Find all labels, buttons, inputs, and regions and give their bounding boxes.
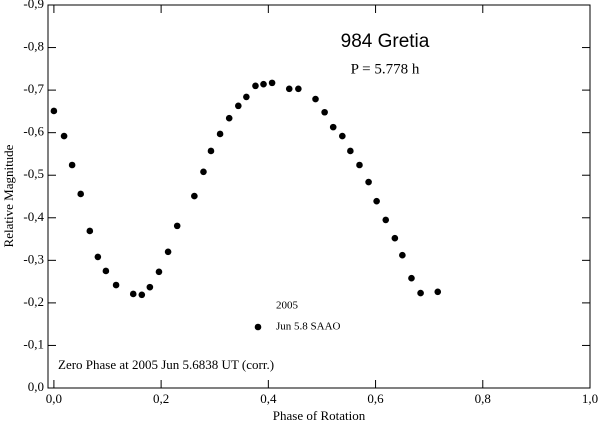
- y-tick-label: -0,2: [23, 294, 44, 309]
- y-tick-label: -0,6: [23, 124, 44, 139]
- data-point: [94, 253, 102, 261]
- data-point: [50, 107, 58, 115]
- y-tick-label: -0,8: [23, 39, 44, 54]
- y-tick-label: -0,9: [23, 0, 44, 11]
- data-point: [164, 248, 172, 256]
- chart-subtitle: P = 5.778 h: [351, 61, 420, 77]
- legend-label: Jun 5.8 SAAO: [276, 321, 341, 333]
- y-tick-label: -0,3: [23, 251, 44, 266]
- data-point: [191, 192, 198, 200]
- data-point: [216, 130, 224, 138]
- data-point: [68, 161, 76, 169]
- y-axis-label: Relative Magnitude: [1, 144, 16, 247]
- data-point: [408, 274, 415, 282]
- x-tick-label: 0,0: [46, 391, 62, 406]
- data-point: [373, 197, 380, 205]
- data-point: [112, 281, 120, 289]
- x-tick-label: 0,2: [153, 391, 169, 406]
- data-point: [86, 227, 94, 235]
- data-point: [312, 95, 319, 103]
- data-point: [200, 168, 207, 176]
- data-point: [365, 178, 372, 186]
- data-point: [417, 289, 424, 297]
- y-tick-label: -0,5: [23, 166, 44, 181]
- data-point: [225, 114, 233, 122]
- x-axis-label: Phase of Rotation: [273, 408, 366, 423]
- data-point: [243, 93, 250, 101]
- data-point: [207, 147, 215, 155]
- data-point: [102, 267, 110, 275]
- data-point: [252, 82, 259, 90]
- data-point: [382, 216, 390, 224]
- data-point: [260, 80, 267, 88]
- data-point: [173, 222, 181, 230]
- data-point: [155, 268, 163, 276]
- data-point: [321, 108, 328, 116]
- annotation: Zero Phase at 2005 Jun 5.6838 UT (corr.): [58, 357, 274, 372]
- x-tick-label: 0,4: [260, 391, 277, 406]
- data-point: [138, 291, 146, 299]
- y-tick-label: -0,1: [23, 336, 44, 351]
- data-point: [339, 132, 346, 140]
- y-tick-label: 0,0: [28, 379, 44, 394]
- chart-title: 984 Gretia: [341, 31, 430, 52]
- legend-title: 2005: [276, 300, 299, 312]
- data-point: [235, 102, 242, 110]
- data-point: [399, 251, 406, 259]
- data-point: [434, 288, 442, 296]
- data-point: [356, 161, 363, 169]
- plot-frame: [47, 4, 591, 389]
- data-point: [268, 79, 276, 87]
- y-tick-label: -0,4: [23, 209, 44, 224]
- x-tick-label: 0,6: [367, 391, 384, 406]
- data-point: [329, 123, 337, 131]
- data-point: [295, 85, 302, 93]
- x-tick-label: 1,0: [582, 391, 598, 406]
- data-point: [60, 132, 68, 140]
- legend-marker: [254, 323, 262, 331]
- data-point: [391, 234, 399, 242]
- x-tick-label: 0,8: [475, 391, 491, 406]
- data-point: [77, 190, 85, 198]
- data-point: [347, 147, 354, 155]
- data-point: [146, 283, 154, 291]
- data-point: [285, 85, 293, 93]
- data-point: [129, 290, 137, 298]
- y-tick-label: -0,7: [23, 81, 44, 96]
